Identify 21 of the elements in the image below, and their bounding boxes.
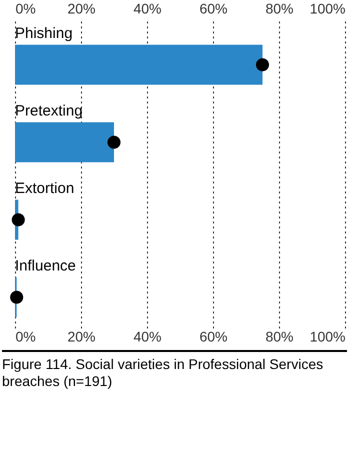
x-tick-label: 100% xyxy=(310,0,346,16)
x2-tick-label: 100% xyxy=(310,328,346,344)
x2-tick-label: 60% xyxy=(199,328,228,344)
x2-tick-label: 0% xyxy=(16,328,36,344)
x2-tick-label: 80% xyxy=(265,328,294,344)
x-tick-label: 60% xyxy=(199,0,228,16)
text: Figure 114. Social varieties in Professional Services breaches (n=191) xyxy=(2,350,347,390)
point xyxy=(256,58,270,72)
x2-tick-label: 40% xyxy=(133,328,162,344)
x2-tick-label: 20% xyxy=(67,328,96,344)
point xyxy=(10,290,24,304)
x-tick-label: 40% xyxy=(133,0,162,16)
y-tick-label: Phishing xyxy=(15,24,73,42)
x-tick-label: 0% xyxy=(16,0,36,16)
y-tick-label: Pretexting xyxy=(15,102,83,120)
point xyxy=(107,136,121,149)
y-tick-label: Extortion xyxy=(15,180,74,197)
x-tick-label: 20% xyxy=(67,0,96,16)
point xyxy=(12,213,25,226)
x-tick-label: 80% xyxy=(265,0,294,16)
y-tick-label: Influence xyxy=(15,257,76,274)
